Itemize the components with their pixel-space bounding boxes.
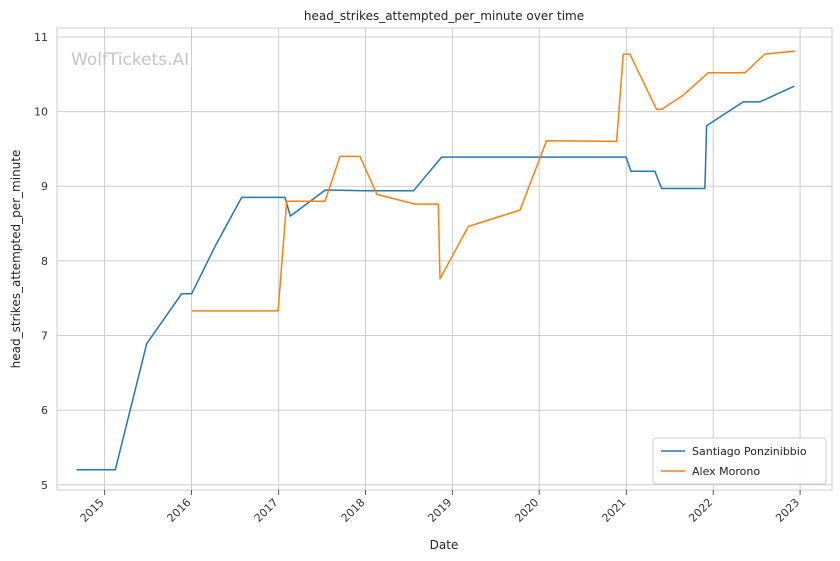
legend: Santiago Ponzinibbio Alex Morono (652, 437, 827, 485)
chart-title: head_strikes_attempted_per_minute over t… (304, 9, 584, 23)
y-axis-ticks: 5 6 7 8 9 10 11 (34, 31, 48, 492)
y-tick-label: 10 (34, 106, 48, 119)
y-tick-label: 8 (41, 255, 48, 268)
legend-label-series-2: Alex Morono (692, 465, 760, 478)
plot-area-frame (56, 27, 833, 491)
y-tick-label: 11 (34, 31, 48, 44)
x-axis-title: Date (430, 538, 459, 552)
gridlines (57, 28, 832, 490)
y-tick-label: 5 (41, 479, 48, 492)
legend-box (652, 437, 827, 485)
watermark: WolfTickets.AI (71, 50, 189, 70)
series-line-1 (76, 85, 795, 471)
y-tick-label: 7 (41, 330, 48, 343)
series-line-2 (191, 50, 795, 312)
y-axis-title: head_strikes_attempted_per_minute (9, 150, 23, 369)
legend-label-series-1: Santiago Ponzinibbio (692, 445, 807, 458)
y-tick-label: 9 (41, 180, 48, 193)
series-lines (76, 50, 795, 471)
y-tick-label: 6 (41, 404, 48, 417)
